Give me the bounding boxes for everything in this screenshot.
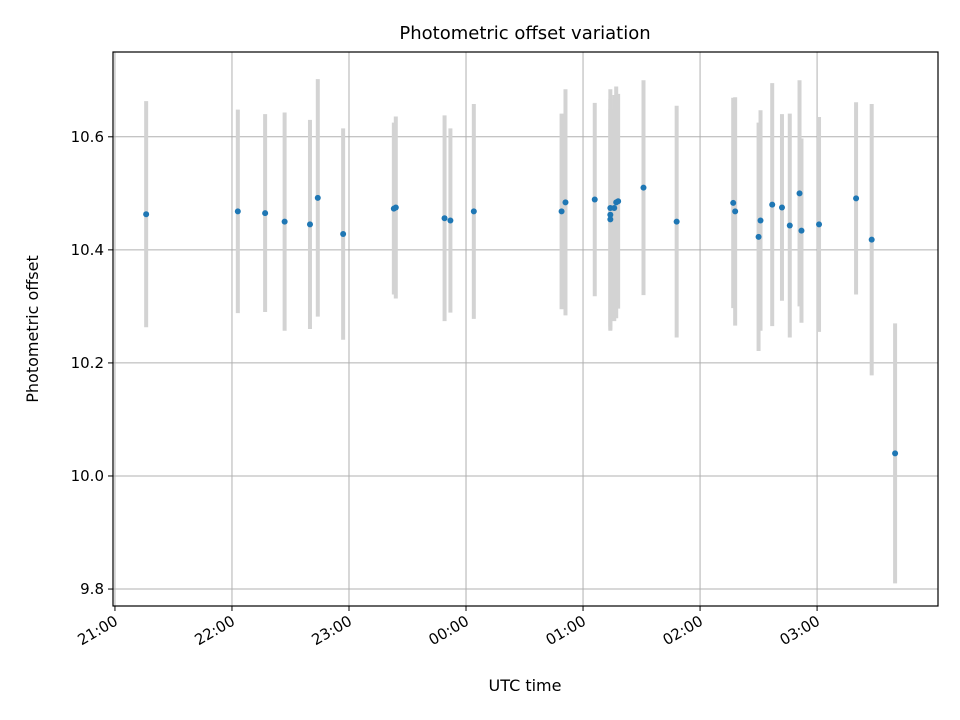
y-tick-label: 9.8 [80, 580, 104, 598]
x-axis-label: UTC time [489, 676, 562, 695]
data-point [607, 211, 614, 218]
data-point [615, 198, 622, 205]
data-points [143, 184, 899, 457]
y-tick-label: 10.4 [71, 241, 104, 259]
data-point [340, 231, 347, 238]
data-point [786, 222, 793, 229]
data-point [868, 236, 875, 243]
plot-frame [112, 51, 939, 607]
data-point [234, 208, 241, 215]
y-tick-label: 10.6 [71, 128, 104, 146]
data-point [392, 204, 399, 211]
data-point [730, 199, 737, 206]
data-point [796, 190, 803, 197]
data-point [314, 194, 321, 201]
data-point [778, 204, 785, 211]
data-point [769, 201, 776, 208]
chart-title: Photometric offset variation [399, 23, 650, 44]
data-point [755, 233, 762, 240]
data-point [853, 195, 860, 202]
data-point [262, 210, 269, 217]
data-point [607, 216, 614, 223]
data-point [441, 215, 448, 222]
y-tick-label: 10.2 [71, 354, 104, 372]
data-point [143, 211, 150, 218]
data-point [470, 208, 477, 215]
data-point [732, 208, 739, 215]
y-tick-label: 10.0 [71, 467, 104, 485]
data-point [281, 218, 288, 225]
data-point [816, 221, 823, 228]
data-point [447, 217, 454, 224]
data-point [892, 450, 899, 457]
data-point [673, 218, 680, 225]
y-axis-label: Photometric offset [23, 255, 42, 403]
data-point [558, 208, 565, 215]
data-point [611, 205, 618, 212]
data-point [306, 221, 313, 228]
data-point [640, 184, 647, 191]
y-axis-ticks: 9.8 10.0 10.2 10.4 10.6 [71, 128, 113, 598]
data-point [591, 196, 598, 203]
data-point [562, 199, 569, 206]
data-point [757, 217, 764, 224]
data-point [798, 227, 805, 234]
